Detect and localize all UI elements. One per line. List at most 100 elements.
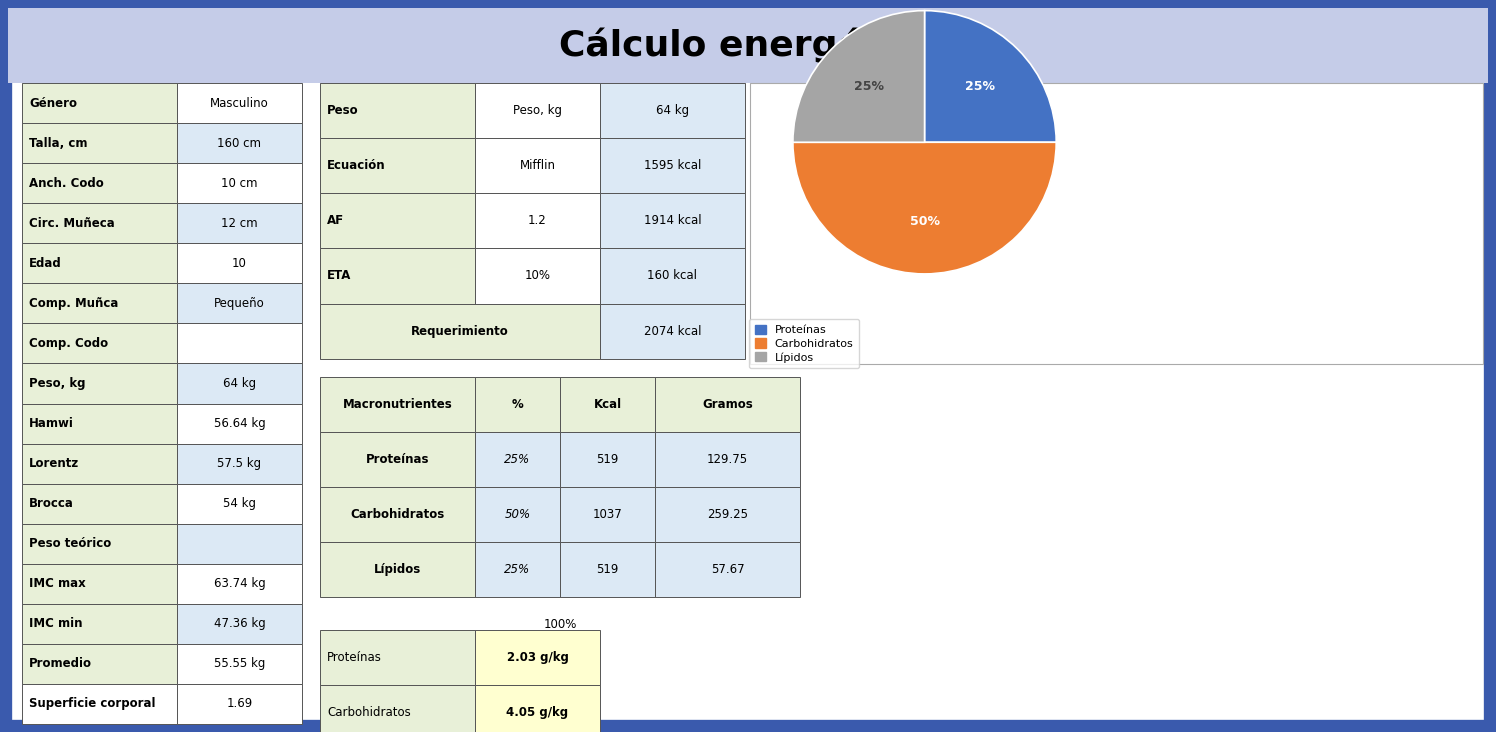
Bar	[177, 484, 302, 523]
Text: Requerimiento: Requerimiento	[411, 324, 509, 337]
Bar	[749, 83, 1483, 364]
Text: 1595 kcal: 1595 kcal	[643, 159, 702, 172]
Text: 4.05 g/kg: 4.05 g/kg	[507, 706, 568, 719]
Bar	[177, 243, 302, 283]
Bar	[320, 377, 476, 432]
Bar	[177, 363, 302, 403]
Bar	[560, 377, 655, 432]
Bar	[320, 630, 476, 685]
Text: 100%: 100%	[543, 619, 576, 631]
Bar	[177, 604, 302, 644]
Bar	[320, 248, 476, 304]
Text: 160 cm: 160 cm	[217, 137, 262, 149]
Bar	[476, 377, 560, 432]
Text: ETA: ETA	[328, 269, 352, 283]
Text: Género: Género	[28, 97, 76, 110]
Text: 2074 kcal: 2074 kcal	[643, 324, 702, 337]
Wedge shape	[793, 11, 925, 142]
Bar	[655, 487, 800, 542]
Text: 55.55 kg: 55.55 kg	[214, 657, 265, 671]
Bar	[22, 83, 177, 123]
Text: Comp. Muñca: Comp. Muñca	[28, 297, 118, 310]
Bar	[177, 644, 302, 684]
Text: Cálculo energético: Cálculo energético	[558, 28, 938, 63]
Bar	[476, 685, 600, 732]
Bar	[177, 523, 302, 564]
Bar	[22, 163, 177, 203]
Text: AF: AF	[328, 214, 344, 228]
Bar	[22, 444, 177, 484]
Bar	[22, 283, 177, 324]
Text: Lípidos: Lípidos	[374, 563, 422, 576]
Text: Talla, cm: Talla, cm	[28, 137, 87, 149]
Bar	[22, 123, 177, 163]
Text: 2.03 g/kg: 2.03 g/kg	[507, 651, 568, 664]
Bar	[22, 324, 177, 363]
Text: IMC max: IMC max	[28, 578, 85, 590]
Bar	[320, 304, 600, 359]
Text: 1914 kcal: 1914 kcal	[643, 214, 702, 228]
Bar	[320, 193, 476, 248]
Bar	[22, 564, 177, 604]
Text: 25%: 25%	[504, 563, 531, 576]
Text: 1.2: 1.2	[528, 214, 548, 228]
Bar	[177, 403, 302, 444]
Bar	[476, 630, 600, 685]
Bar	[22, 684, 177, 724]
Text: 25%: 25%	[854, 80, 884, 93]
Text: Promedio: Promedio	[28, 657, 91, 671]
Bar	[476, 193, 600, 248]
Text: 25%: 25%	[965, 80, 995, 93]
Bar	[560, 432, 655, 487]
Bar	[476, 138, 600, 193]
Text: 1.69: 1.69	[226, 698, 253, 711]
Bar	[476, 487, 560, 542]
Text: 50%: 50%	[910, 214, 939, 228]
Text: 57.67: 57.67	[711, 563, 745, 576]
Text: Ecuación: Ecuación	[328, 159, 386, 172]
Bar	[476, 542, 560, 597]
Bar	[22, 403, 177, 444]
Bar	[22, 604, 177, 644]
Bar	[22, 203, 177, 243]
Bar	[320, 432, 476, 487]
Bar	[177, 283, 302, 324]
Text: Peso, kg: Peso, kg	[513, 104, 562, 117]
Text: Macronutrientes: Macronutrientes	[343, 397, 452, 411]
Text: Brocca: Brocca	[28, 497, 73, 510]
Text: 50%: 50%	[504, 508, 531, 521]
Bar	[22, 644, 177, 684]
Text: Anch. Codo: Anch. Codo	[28, 176, 103, 190]
Bar	[600, 83, 745, 138]
Text: 63.74 kg: 63.74 kg	[214, 578, 265, 590]
Bar	[22, 243, 177, 283]
Bar	[476, 432, 560, 487]
Bar	[476, 248, 600, 304]
Text: Lorentz: Lorentz	[28, 457, 79, 470]
Bar	[177, 444, 302, 484]
Text: 1037: 1037	[592, 508, 622, 521]
Text: Superficie corporal: Superficie corporal	[28, 698, 156, 711]
Text: Gramos: Gramos	[702, 397, 752, 411]
Bar	[560, 487, 655, 542]
Bar	[7, 8, 1489, 83]
Bar	[320, 685, 476, 732]
Bar	[320, 542, 476, 597]
Text: 64 kg: 64 kg	[223, 377, 256, 390]
Bar	[320, 83, 476, 138]
Text: 54 kg: 54 kg	[223, 497, 256, 510]
Text: Peso, kg: Peso, kg	[28, 377, 85, 390]
Text: 57.5 kg: 57.5 kg	[217, 457, 262, 470]
Bar	[177, 203, 302, 243]
Text: Mifflin: Mifflin	[519, 159, 555, 172]
Bar	[600, 138, 745, 193]
Bar	[22, 363, 177, 403]
Text: Kcal: Kcal	[594, 397, 621, 411]
Text: 10: 10	[232, 257, 247, 270]
Bar	[476, 83, 600, 138]
Bar	[22, 523, 177, 564]
Text: 64 kg: 64 kg	[655, 104, 690, 117]
Text: Proteínas: Proteínas	[328, 651, 381, 664]
Text: 519: 519	[597, 453, 619, 466]
Text: IMC min: IMC min	[28, 617, 82, 630]
